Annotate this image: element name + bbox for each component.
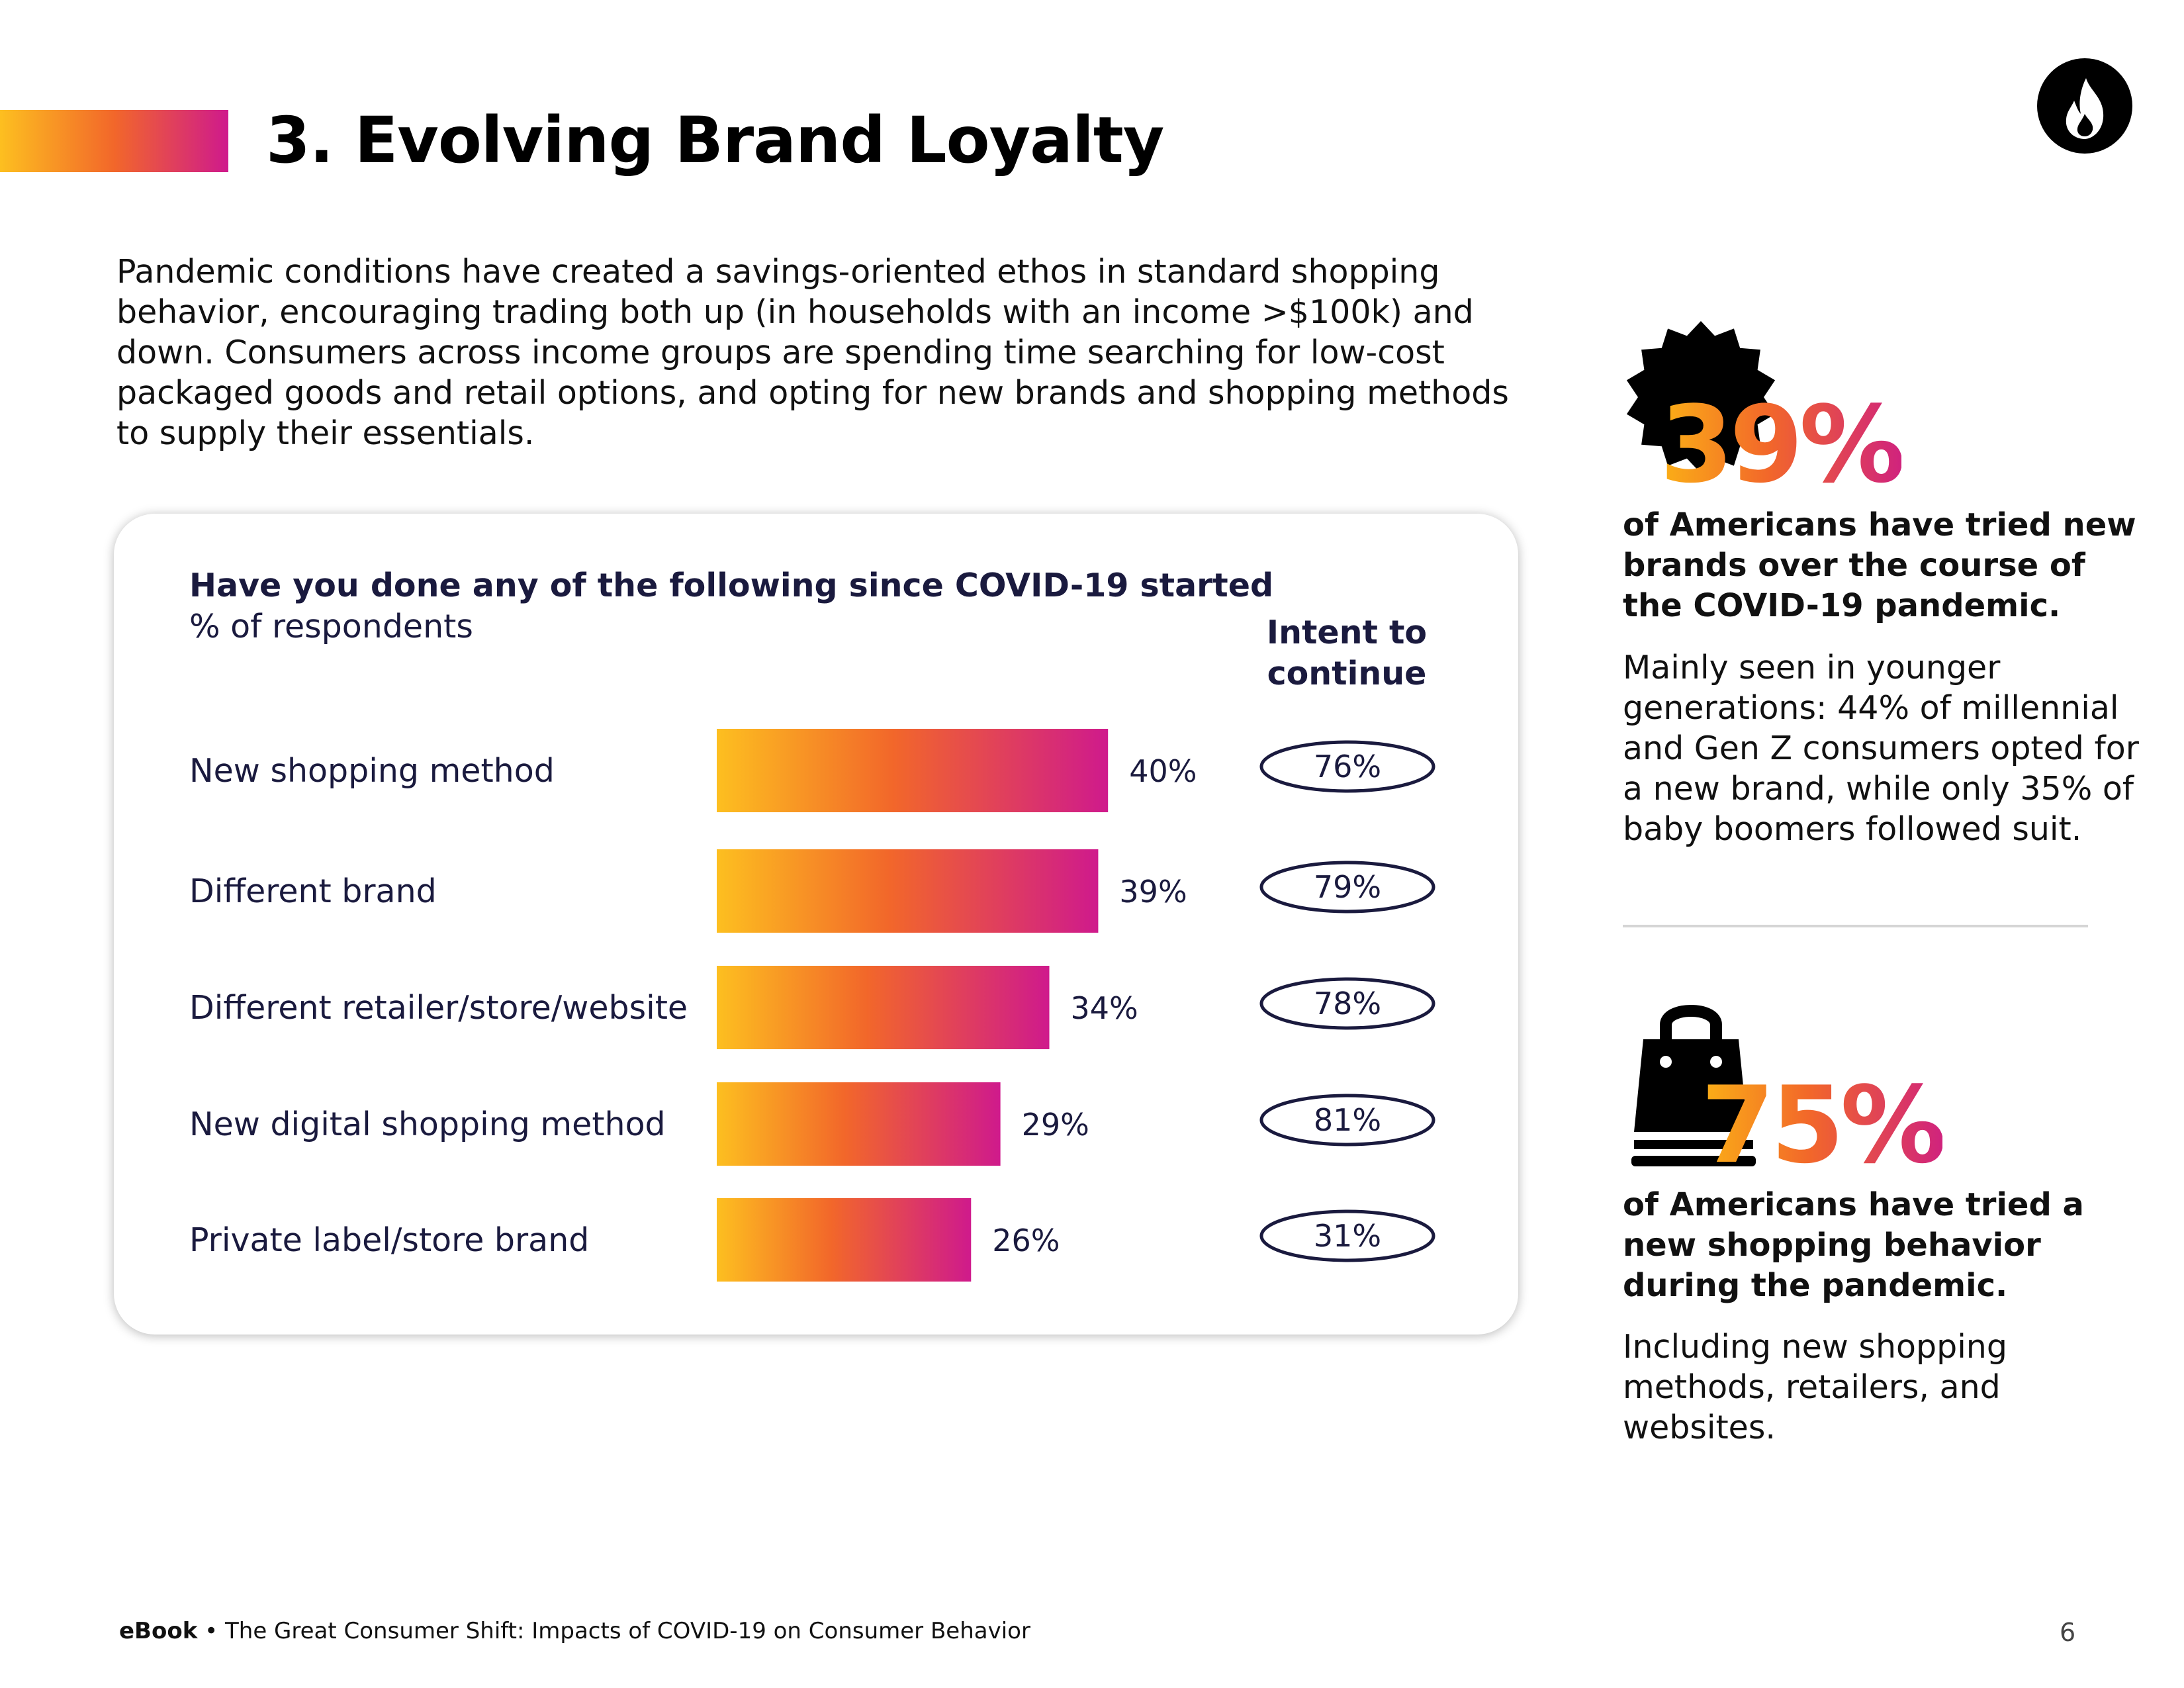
intent-to-continue-heading: Intent to continue bbox=[1266, 614, 1428, 692]
footer: eBook • The Great Consumer Shift: Impact… bbox=[119, 1618, 1030, 1644]
bar-value-label: 34% bbox=[1071, 990, 1138, 1026]
footer-bullet: • bbox=[205, 1618, 218, 1644]
shopping-bag-icon bbox=[1625, 993, 1757, 1174]
intro-paragraph: Pandemic conditions have created a savin… bbox=[116, 253, 1509, 452]
chart-title: Have you done any of the following since… bbox=[189, 567, 1274, 604]
divider bbox=[1623, 925, 2088, 927]
stat-new-behavior-body: Including new shopping methods, retailer… bbox=[1623, 1328, 2007, 1446]
category-label: Different retailer/store/website bbox=[189, 989, 688, 1027]
intent-value-label: 31% bbox=[1314, 1218, 1381, 1254]
stat-new-brands-value: 39% bbox=[1660, 383, 1905, 506]
page-title: 3. Evolving Brand Loyalty bbox=[266, 103, 1164, 177]
bar bbox=[717, 1082, 1001, 1166]
bar-value-label: 39% bbox=[1119, 874, 1187, 910]
chart-subtitle: % of respondents bbox=[189, 608, 473, 645]
intent-value-label: 76% bbox=[1314, 749, 1381, 784]
stat-new-brands-body: Mainly seen in younger generations: 44% … bbox=[1623, 649, 2139, 848]
bar bbox=[717, 849, 1099, 933]
intent-value-label: 81% bbox=[1314, 1102, 1381, 1138]
badge-burst-icon bbox=[1618, 318, 1784, 479]
bar bbox=[717, 1198, 972, 1282]
intent-oval bbox=[1259, 861, 1435, 914]
category-label: Different brand bbox=[189, 872, 437, 910]
bar-value-label: 26% bbox=[992, 1223, 1060, 1258]
stat-new-brands-heading: of Americans have tried new brands over … bbox=[1623, 506, 2136, 624]
stat-new-behavior-heading: of Americans have tried a new shopping b… bbox=[1623, 1186, 2084, 1304]
bar-value-label: 40% bbox=[1129, 753, 1197, 789]
bar bbox=[717, 966, 1050, 1049]
intent-value-label: 79% bbox=[1314, 869, 1381, 905]
intent-oval bbox=[1259, 1094, 1435, 1147]
footer-text: The Great Consumer Shift: Impacts of COV… bbox=[225, 1618, 1030, 1644]
footer-label: eBook bbox=[119, 1618, 198, 1644]
intent-value-label: 78% bbox=[1314, 986, 1381, 1021]
intent-oval bbox=[1259, 1209, 1435, 1262]
intent-oval bbox=[1259, 740, 1435, 793]
header-accent-bar bbox=[0, 110, 228, 172]
flame-icon bbox=[2037, 58, 2132, 154]
bar-value-label: 29% bbox=[1022, 1107, 1089, 1143]
bar bbox=[717, 729, 1109, 812]
category-label: New digital shopping method bbox=[189, 1105, 666, 1143]
category-label: Private label/store brand bbox=[189, 1221, 589, 1259]
category-label: New shopping method bbox=[189, 752, 555, 790]
intent-oval bbox=[1259, 977, 1435, 1030]
page-number: 6 bbox=[2060, 1618, 2076, 1647]
stat-new-behavior-value: 75% bbox=[1701, 1063, 1946, 1187]
